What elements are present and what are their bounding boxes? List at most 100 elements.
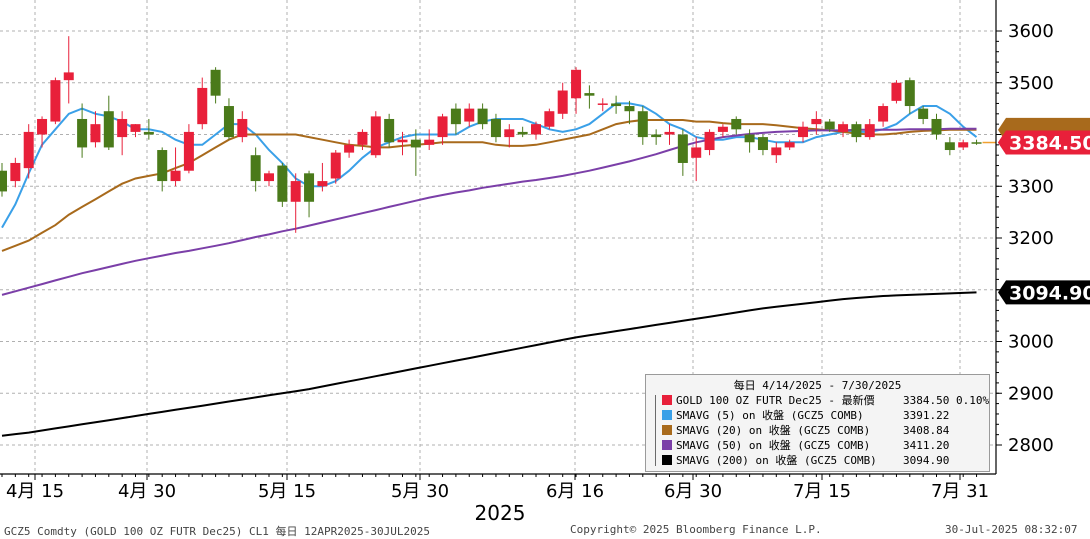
candle-body	[223, 106, 234, 138]
legend-swatch	[662, 440, 672, 450]
candle-body	[704, 131, 715, 151]
candle-body	[143, 131, 154, 135]
legend-value: 3384.50	[903, 394, 950, 407]
candle-body	[891, 82, 902, 101]
x-tick-label: 5月 30	[391, 481, 449, 502]
legend-row: SMAVG (200) on 收盤 (GCZ5 COMB) 3094.90	[646, 453, 989, 468]
candle-body	[344, 144, 355, 153]
series-line	[1, 127, 977, 296]
candle-body	[517, 131, 528, 135]
candle-body	[77, 118, 88, 148]
candle-body	[264, 173, 274, 182]
candle-body	[944, 142, 955, 151]
y-tick-label: 3300	[1008, 176, 1054, 197]
candle-body	[23, 131, 34, 169]
legend-swatch	[662, 395, 672, 405]
candle-body	[771, 147, 782, 156]
candle-body	[357, 131, 368, 145]
candle-body	[851, 124, 862, 138]
candle-body	[103, 111, 114, 148]
y-tick-label: 2800	[1008, 435, 1054, 456]
candle-body	[838, 124, 849, 132]
y-tick-label: 2900	[1008, 383, 1054, 404]
legend-swatch	[662, 410, 672, 420]
candle-body	[811, 118, 822, 125]
candle-body	[170, 170, 181, 182]
legend-row: GOLD 100 OZ FUTR Dec25 - 最新價 3384.50 0.10%	[646, 393, 989, 408]
x-tick-label: 5月 15	[258, 481, 316, 502]
candle-body	[330, 152, 341, 179]
candle-body	[117, 118, 128, 138]
x-tick-label: 4月 15	[6, 481, 64, 502]
candle-body	[10, 162, 21, 182]
candlesticks	[0, 36, 996, 233]
candle-body	[677, 134, 688, 163]
y-tick-label: 3600	[1008, 21, 1054, 42]
candle-body	[490, 118, 501, 138]
legend-swatch	[662, 455, 672, 465]
legend-label: SMAVG (200) on 收盤 (GCZ5 COMB)	[676, 454, 877, 467]
candle-body	[757, 137, 768, 151]
year-label: 2025	[475, 501, 526, 525]
candle-body	[931, 118, 942, 135]
candle-body	[370, 116, 381, 156]
candle-body	[304, 173, 315, 202]
legend-label: GOLD 100 OZ FUTR Dec25 - 最新價	[676, 394, 875, 407]
footer-ticker-info: GCZ5 Comdty (GOLD 100 OZ FUTR Dec25) CL1…	[4, 525, 430, 538]
legend-row: SMAVG (5) on 收盤 (GCZ5 COMB) 3391.22	[646, 408, 989, 423]
legend-label: SMAVG (20) on 收盤 (GCZ5 COMB)	[676, 424, 871, 437]
candle-body	[157, 150, 168, 182]
y-tick-label: 3500	[1008, 73, 1054, 94]
candle-body	[744, 134, 755, 143]
legend-box: 每日 4/14/2025 - 7/30/2025 GOLD 100 OZ FUT…	[645, 374, 990, 472]
candle-body	[611, 103, 622, 107]
candle-body	[504, 129, 515, 138]
footer-copyright: Copyright© 2025 Bloomberg Finance L.P.	[570, 523, 822, 536]
candle-body	[317, 181, 328, 187]
series-line	[1, 102, 978, 229]
x-tick-label: 7月 31	[931, 481, 989, 502]
candle-body	[397, 139, 408, 143]
candle-body	[784, 142, 795, 148]
candle-body	[531, 124, 541, 135]
candle-body	[424, 139, 435, 145]
axes: 2800290030003100320033003400350036004月 1…	[0, 0, 1054, 525]
footer-timestamp: 30-Jul-2025 08:32:07	[945, 523, 1078, 536]
price-badge-label-top: 3384.50	[1009, 133, 1090, 155]
candle-body	[477, 108, 488, 125]
legend-value: 3391.22	[903, 409, 950, 422]
candle-body	[878, 106, 889, 122]
x-tick-label: 6月 30	[664, 481, 722, 502]
candle-body	[384, 118, 395, 143]
candle-body	[464, 108, 475, 122]
x-tick-label: 6月 16	[546, 481, 604, 502]
candle-body	[958, 142, 969, 148]
legend-label: SMAVG (50) on 收盤 (GCZ5 COMB)	[676, 439, 871, 452]
candle-body	[0, 170, 7, 192]
candle-body	[637, 111, 648, 138]
candle-body	[597, 103, 608, 105]
price-badge-label: 3094.90	[1009, 282, 1090, 304]
candle-body	[130, 124, 141, 132]
legend-change: 0.10%	[956, 394, 990, 407]
candle-body	[210, 69, 221, 96]
candle-body	[277, 165, 288, 202]
candle-body	[824, 121, 835, 130]
candle-body	[90, 124, 101, 143]
candle-body	[63, 72, 74, 81]
candle-body	[691, 147, 702, 158]
candle-body	[410, 139, 421, 148]
legend-swatch	[662, 425, 672, 435]
candle-body	[197, 87, 208, 125]
candle-body	[544, 111, 555, 127]
y-tick-label: 3000	[1008, 332, 1054, 353]
candle-body	[437, 116, 448, 138]
legend-connector	[655, 395, 656, 466]
candle-body	[584, 93, 595, 96]
legend-value: 3094.90	[903, 454, 950, 467]
candle-body	[971, 142, 982, 144]
candle-body	[624, 106, 635, 112]
series-line	[1, 119, 977, 252]
